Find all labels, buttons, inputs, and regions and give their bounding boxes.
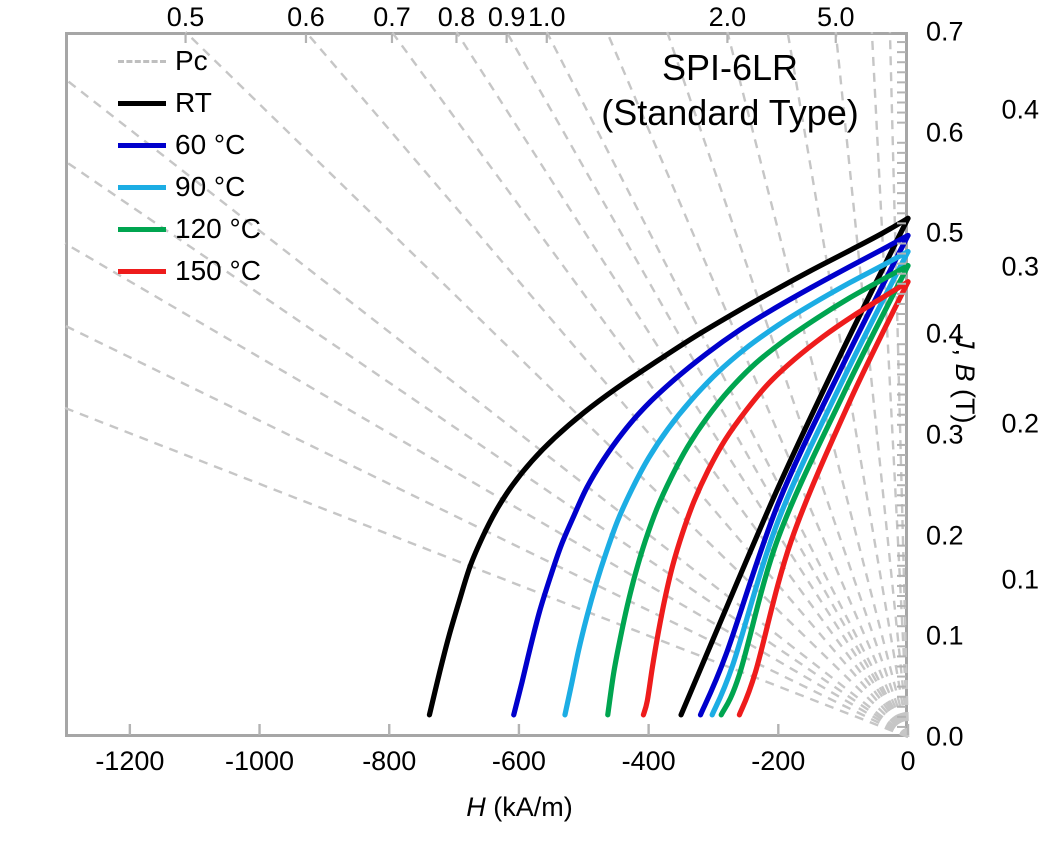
right-tick-label: 0.2 — [926, 520, 964, 551]
legend-label: 60 °C — [175, 129, 246, 160]
bottom-tick-label: 0 — [900, 746, 916, 776]
left-tick-label: 0.2 — [1001, 408, 1039, 439]
bottom-tick-label: -600 — [491, 746, 546, 776]
top-tick-label: 0.7 — [373, 2, 411, 32]
legend-swatch-icon — [118, 226, 166, 232]
bottom-tick-label: -1000 — [225, 746, 295, 776]
legend-label: 150 °C — [175, 255, 261, 286]
legend-item-pc: Pc — [118, 40, 261, 82]
legend-label: Pc — [175, 45, 208, 76]
right-tick-label: 0.5 — [926, 217, 964, 248]
top-tick-label: 0.8 — [437, 2, 476, 32]
legend-item-60c: 60 °C — [118, 124, 261, 166]
x-axis-title: H (kA/m) — [466, 792, 573, 823]
legend-item-120c: 120 °C — [118, 208, 261, 250]
right-tick-label: 0.7 — [926, 16, 964, 47]
bottom-tick-label: -400 — [621, 746, 676, 776]
left-tick-label: 0.4 — [1001, 94, 1039, 125]
top-tick-label: 5.0 — [816, 2, 855, 32]
chart-title-main: SPI-6LR — [661, 47, 799, 88]
legend: Pc RT 60 °C 90 °C 120 °C 150 °C — [118, 40, 261, 292]
bottom-tick-label: -800 — [362, 746, 417, 776]
legend-swatch-icon — [118, 142, 166, 148]
legend-item-90c: 90 °C — [118, 166, 261, 208]
bottom-tick-label: -200 — [751, 746, 806, 776]
top-tick-label: 0.6 — [287, 2, 325, 32]
legend-swatch-icon — [118, 268, 166, 274]
top-tick-label: 0.5 — [166, 2, 205, 32]
top-tick-label: 1.0 — [527, 2, 566, 32]
x-axis-unit: (kA/m) — [485, 792, 573, 822]
legend-label: RT — [175, 87, 212, 118]
x-axis-symbol: H — [466, 792, 486, 822]
y-axis-unit: (T) — [950, 381, 980, 424]
right-tick-label: 0.4 — [926, 318, 964, 349]
top-tick-label: 0.9 — [487, 2, 526, 32]
y-axis-title: J, B (T) — [949, 335, 980, 424]
right-tick-label: 0.0 — [926, 721, 964, 752]
top-tick-label: 2.0 — [708, 2, 747, 32]
y-axis-separator: , — [950, 348, 980, 364]
legend-swatch-icon — [118, 59, 166, 63]
chart-title: SPI-6LR (Standard Type) — [560, 46, 900, 135]
chart-title-sub: (Standard Type) — [601, 91, 859, 133]
bottom-tick-label: -1200 — [95, 746, 165, 776]
legend-swatch-icon — [118, 184, 166, 190]
y-axis-symbol-j: J — [950, 335, 980, 349]
right-tick-label: 0.1 — [926, 620, 964, 651]
legend-swatch-icon — [118, 100, 166, 106]
right-tick-label: 0.6 — [926, 117, 964, 148]
right-tick-label: 0.3 — [926, 419, 964, 450]
left-tick-label: 0.3 — [1001, 251, 1039, 282]
left-tick-label: 0.1 — [1001, 564, 1039, 595]
legend-label: 90 °C — [175, 171, 246, 202]
legend-item-rt: RT — [118, 82, 261, 124]
legend-label: 120 °C — [175, 213, 261, 244]
legend-item-150c: 150 °C — [118, 250, 261, 292]
y-axis-symbol-b: B — [950, 363, 980, 382]
